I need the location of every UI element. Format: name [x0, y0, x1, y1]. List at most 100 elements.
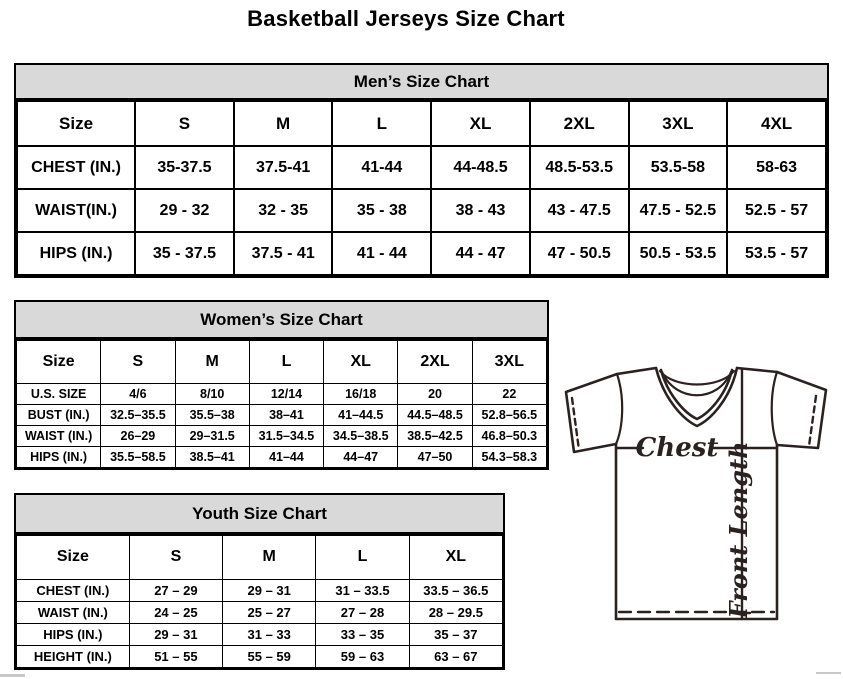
column-header: 3XL [627, 100, 729, 147]
womens-size-chart: Women’s Size Chart Size S M L XL 2XL 3XL U.S. S… [14, 300, 549, 470]
jersey-body-outline [614, 442, 779, 621]
cropped-edge-fragment-right [816, 672, 841, 674]
column-header: L [248, 339, 325, 384]
table-cell: 8/10 [174, 382, 250, 405]
table-cell: 46.8–50.3 [471, 424, 548, 447]
table-row: CHEST (IN.) 27 – 29 29 – 31 31 – 33.5 33.5 –… [16, 578, 504, 602]
table-cell: 35.5–38 [174, 403, 250, 426]
mens-size-chart: Men’s Size Chart Size S M L XL 2XL 3XL 4XL CHEST… [14, 63, 829, 278]
column-header: L [331, 100, 433, 147]
table-cell: 29–31.5 [174, 424, 250, 447]
table-cell: 35-37.5 [134, 145, 235, 190]
row-label: WAIST(IN.) [15, 188, 137, 233]
column-header: XL [323, 339, 399, 384]
mens-size-chart-title: Men’s Size Chart [16, 65, 827, 100]
column-header: L [315, 534, 410, 580]
table-cell: 35 – 37 [408, 622, 504, 646]
jersey-collar-arc-deep [660, 370, 733, 397]
row-label: HEIGHT (IN.) [16, 644, 130, 668]
row-label: WAIST (IN.) [15, 424, 102, 447]
table-cell: 59 – 63 [315, 644, 410, 668]
jersey-shoulder-left [615, 366, 658, 376]
chest-label: Chest [636, 433, 719, 463]
jersey-cuff-stitch-left [570, 396, 581, 452]
jersey-armhole-right [770, 370, 779, 447]
table-row: WAIST (IN.) 26–29 29–31.5 31.5–34.5 34.5–38.… [15, 424, 548, 447]
jersey-collar-outer [654, 366, 739, 428]
table-row: BUST (IN.) 32.5–35.5 35.5–38 38–41 41–44.5 44… [15, 403, 548, 426]
table-cell: 31.5–34.5 [248, 424, 325, 447]
row-label: CHEST (IN.) [16, 578, 130, 602]
table-cell: 32 - 35 [232, 188, 334, 233]
table-cell: 41 - 44 [331, 231, 433, 276]
table-cell: 37.5-41 [232, 145, 334, 190]
cropped-edge-fragment-left [0, 674, 25, 677]
column-header: M [232, 100, 334, 147]
table-cell: 24 – 25 [128, 600, 224, 624]
table-cell: 4/6 [100, 382, 176, 405]
table-cell: 43 - 47.5 [528, 188, 630, 233]
column-header: S [134, 100, 235, 147]
table-cell: 52.5 - 57 [726, 188, 827, 233]
table-cell: 44.5–48.5 [397, 403, 473, 426]
table-cell: 31 – 33 [222, 622, 317, 646]
row-label: HIPS (IN.) [15, 231, 137, 276]
table-cell: 41–44 [248, 445, 325, 468]
mens-size-table: Size S M L XL 2XL 3XL 4XL CHEST (IN.) 35-37.5 37.5… [15, 100, 827, 276]
header-row: Size S M L XL 2XL 3XL 4XL [15, 100, 827, 147]
column-header: S [100, 339, 176, 384]
table-cell: 38.5–41 [174, 445, 250, 468]
table-cell: 35 - 37.5 [134, 231, 235, 276]
column-header: Size [16, 534, 130, 580]
column-header: 4XL [726, 100, 827, 147]
column-header: XL [430, 100, 531, 147]
jersey-shoulder-right [735, 366, 779, 374]
table-row: WAIST (IN.) 24 – 25 25 – 27 27 – 28 28 – 29.… [16, 600, 504, 624]
table-cell: 38 - 43 [430, 188, 531, 233]
table-row: HIPS (IN.) 29 – 31 31 – 33 33 – 35 35 – 37 [16, 622, 504, 646]
table-cell: 38.5–42.5 [397, 424, 473, 447]
table-cell: 29 – 31 [222, 578, 317, 602]
table-cell: 55 – 59 [222, 644, 317, 668]
page-title: Basketball Jerseys Size Chart [247, 6, 565, 31]
table-cell: 25 – 27 [222, 600, 317, 624]
column-header: M [222, 534, 317, 580]
table-cell: 12/14 [248, 382, 325, 405]
jersey-sleeve-right [775, 370, 828, 450]
table-cell: 28 – 29.5 [408, 600, 504, 624]
row-label: HIPS (IN.) [15, 445, 102, 468]
womens-size-table: Size S M L XL 2XL 3XL U.S. SIZE 4/6 8/10 12/14 16/1… [15, 339, 548, 468]
youth-size-chart: Youth Size Chart Size S M L XL CHEST (IN.) 27 … [14, 493, 505, 670]
column-header: Size [15, 339, 102, 384]
front-length-label: Front Length [724, 441, 753, 619]
table-cell: 41-44 [331, 145, 433, 190]
table-cell: 54.3–58.3 [471, 445, 548, 468]
table-cell: 35 - 38 [331, 188, 433, 233]
table-cell: 48.5-53.5 [528, 145, 630, 190]
row-label: CHEST (IN.) [15, 145, 137, 190]
column-header: 2XL [528, 100, 630, 147]
table-cell: 63 – 67 [408, 644, 504, 668]
table-cell: 29 – 31 [128, 622, 224, 646]
jersey-collar-arc-shallow [658, 369, 736, 386]
table-cell: 31 – 33.5 [315, 578, 410, 602]
jersey-measurement-diagram: Chest Front Length [556, 358, 841, 626]
table-cell: 44-48.5 [430, 145, 531, 190]
table-cell: 44–47 [323, 445, 399, 468]
column-header: M [174, 339, 250, 384]
table-row: WAIST(IN.) 29 - 32 32 - 35 35 - 38 38 - 43 43… [15, 188, 827, 233]
table-cell: 52.8–56.5 [471, 403, 548, 426]
row-label: BUST (IN.) [15, 403, 102, 426]
table-cell: 34.5–38.5 [323, 424, 399, 447]
table-cell: 51 – 55 [128, 644, 224, 668]
table-row: HEIGHT (IN.) 51 – 55 55 – 59 59 – 63 63 – 67 [16, 644, 504, 668]
jersey-collar-inner-v [659, 368, 734, 421]
youth-size-chart-title: Youth Size Chart [16, 495, 503, 534]
column-header: 3XL [471, 339, 548, 384]
table-cell: 32.5–35.5 [100, 403, 176, 426]
table-cell: 27 – 29 [128, 578, 224, 602]
womens-size-chart-title: Women’s Size Chart [16, 302, 547, 339]
table-cell: 50.5 - 53.5 [627, 231, 729, 276]
row-label: U.S. SIZE [15, 382, 102, 405]
table-cell: 53.5 - 57 [726, 231, 827, 276]
